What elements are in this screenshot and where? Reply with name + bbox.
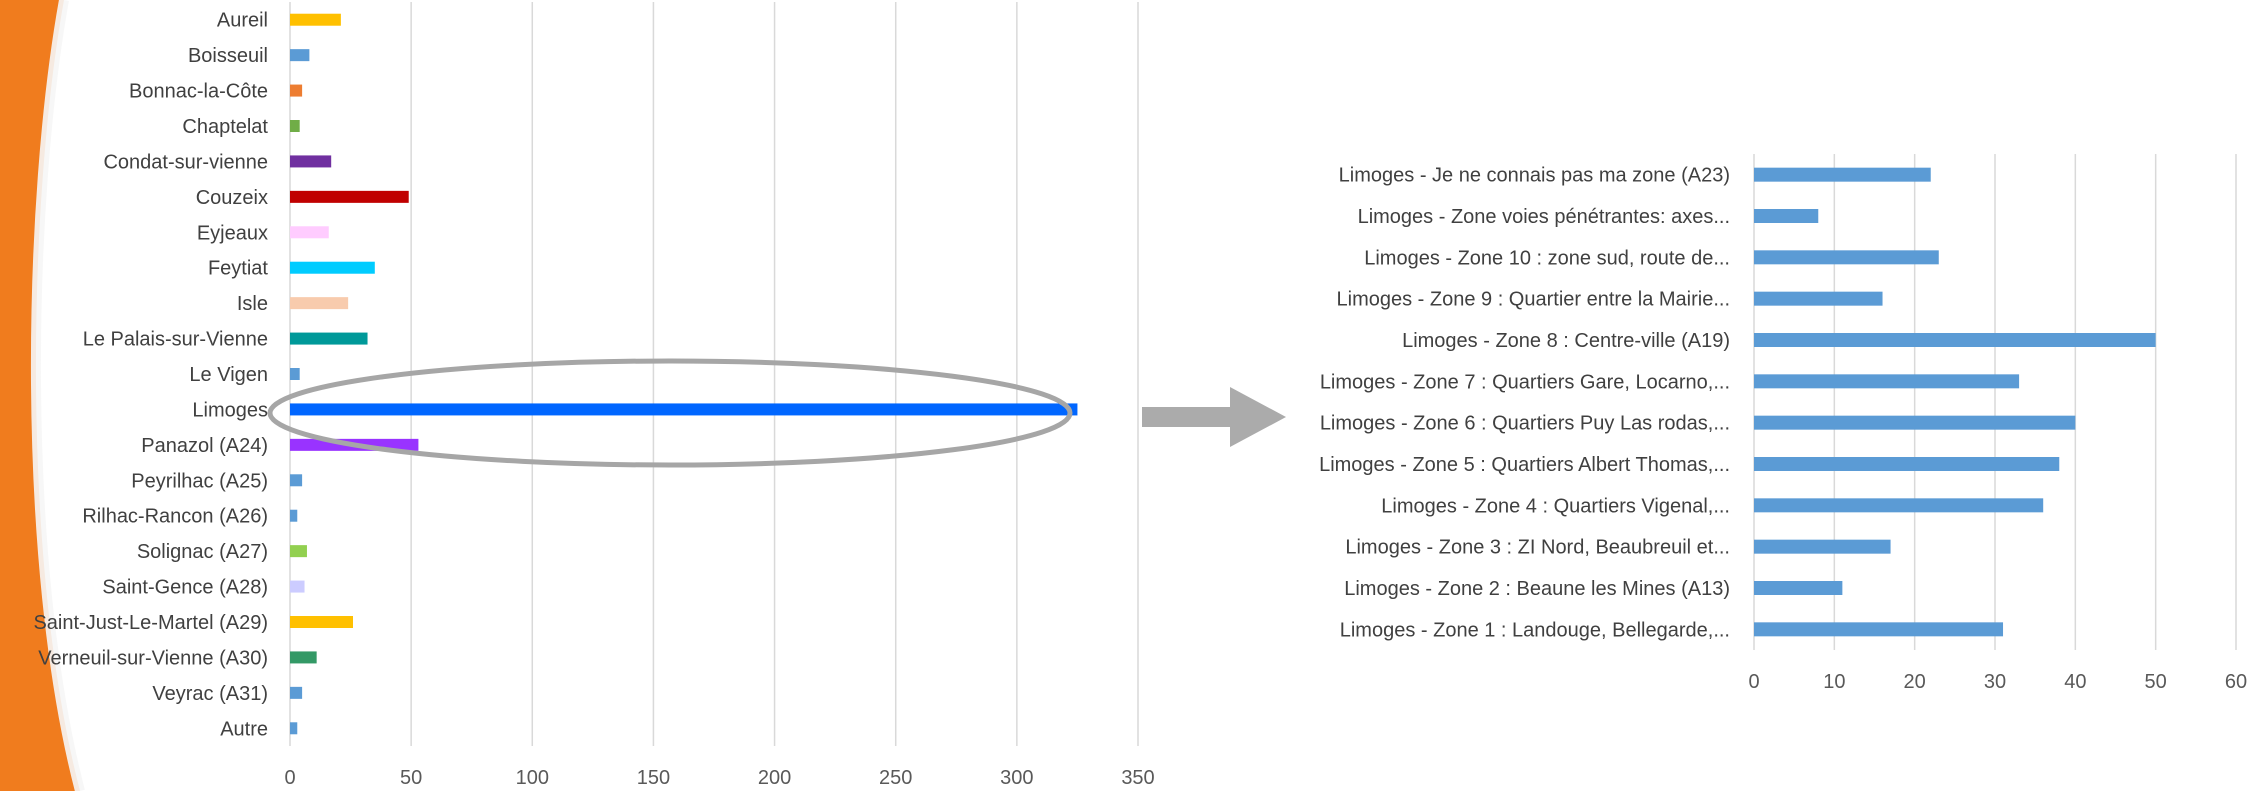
bar: [1754, 209, 1819, 223]
x-tick-label: 0: [1748, 671, 1759, 693]
category-label: Solignac (A27): [137, 541, 268, 563]
bar: [290, 84, 303, 97]
bar: [290, 49, 310, 62]
x-tick-label: 60: [2225, 671, 2247, 693]
x-tick-label: 200: [758, 767, 791, 789]
category-label: Limoges: [192, 399, 268, 421]
x-tick-label: 100: [516, 767, 549, 789]
category-label: Limoges - Zone 10 : zone sud, route de..…: [1364, 247, 1730, 269]
category-label: Aureil: [217, 10, 268, 32]
x-tick-label: 40: [2064, 671, 2086, 693]
bar: [1754, 581, 1843, 595]
category-label: Saint-Gence (A28): [102, 577, 268, 599]
bar: [1754, 250, 1939, 265]
category-label: Eyjeaux: [197, 222, 268, 244]
category-label: Limoges - Zone 4 : Quartiers Vigenal,...: [1381, 495, 1730, 517]
category-label: Limoges - Zone 3 : ZI Nord, Beaubreuil e…: [1345, 537, 1730, 559]
bar: [1754, 291, 1883, 306]
bar: [290, 580, 305, 593]
x-tick-label: 10: [1823, 671, 1845, 693]
category-label: Limoges - Zone 8 : Centre-ville (A19): [1402, 330, 1730, 352]
x-tick-label: 250: [879, 767, 912, 789]
bar: [1754, 539, 1891, 554]
category-label: Feytiat: [208, 258, 268, 280]
category-label: Limoges - Zone 9 : Quartier entre la Mai…: [1337, 289, 1731, 311]
bar: [1754, 622, 2004, 637]
bar: [290, 545, 307, 558]
category-label: Limoges - Zone 7 : Quartiers Gare, Locar…: [1320, 371, 1730, 393]
category-label: Peyrilhac (A25): [131, 470, 268, 492]
bar: [1754, 374, 2020, 389]
category-label: Limoges - Zone 2 : Beaune les Mines (A13…: [1344, 578, 1730, 600]
bar: [290, 332, 368, 345]
bar: [290, 403, 1078, 416]
category-label: Isle: [237, 293, 268, 315]
bar: [1754, 457, 2060, 471]
category-label: Panazol (A24): [141, 435, 268, 457]
bar: [290, 297, 349, 310]
category-label: Autre: [220, 718, 268, 740]
bar: [290, 616, 353, 628]
category-label: Limoges - Zone voies pénétrantes: axes..…: [1358, 206, 1730, 228]
bar: [1754, 498, 2044, 513]
x-tick-label: 350: [1121, 767, 1154, 789]
right-arrow-icon: [1142, 387, 1286, 447]
category-label: Couzeix: [196, 187, 268, 209]
bar: [290, 651, 317, 664]
category-label: Limoges - Zone 6 : Quartiers Puy Las rod…: [1320, 413, 1730, 435]
category-label: Boisseuil: [188, 45, 268, 67]
category-label: Verneuil-sur-Vienne (A30): [38, 647, 268, 669]
category-label: Bonnac-la-Côte: [129, 81, 268, 103]
bar: [1754, 415, 2076, 430]
bar: [290, 509, 298, 522]
orange-swoosh-decoration: [0, 0, 85, 791]
category-label: Rilhac-Rancon (A26): [82, 506, 268, 528]
bar: [290, 155, 332, 168]
bar: [290, 261, 375, 274]
category-label: Condat-sur-vienne: [103, 151, 268, 173]
category-label: Limoges - Je ne connais pas ma zone (A23…: [1339, 165, 1730, 187]
category-label: Limoges - Zone 1 : Landouge, Bellegarde,…: [1340, 619, 1730, 641]
bar: [290, 722, 298, 735]
bar: [290, 120, 300, 132]
bar: [290, 190, 409, 203]
limoges-zones-bar-chart: 0 10 20 30 40 50 60 Limoges - Je ne connais pas…: [1319, 154, 2247, 693]
category-label: Saint-Just-Le-Martel (A29): [33, 612, 268, 634]
category-label: Veyrac (A31): [152, 683, 268, 705]
bar: [1754, 167, 1931, 182]
bar: [290, 474, 303, 487]
bar: [290, 368, 300, 380]
communes-bar-chart: 0 50 100 150 200 250 300 350 Aureil Boisseuil Bonn…: [33, 2, 1155, 789]
highlight-ellipse: [267, 358, 1073, 468]
category-label: Chaptelat: [182, 116, 268, 138]
x-tick-label: 0: [284, 767, 295, 789]
bar: [290, 226, 329, 239]
category-label: Limoges - Zone 5 : Quartiers Albert Thom…: [1319, 454, 1730, 476]
x-tick-label: 300: [1000, 767, 1033, 789]
x-tick-label: 50: [2145, 671, 2167, 693]
category-label: Le Vigen: [189, 364, 268, 386]
bar: [1754, 333, 2156, 347]
category-label: Le Palais-sur-Vienne: [83, 329, 268, 351]
x-tick-label: 20: [1904, 671, 1926, 693]
bar: [290, 686, 303, 699]
x-tick-label: 30: [1984, 671, 2006, 693]
x-tick-label: 50: [400, 767, 422, 789]
bar: [290, 13, 341, 26]
x-tick-label: 150: [637, 767, 670, 789]
